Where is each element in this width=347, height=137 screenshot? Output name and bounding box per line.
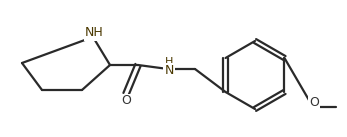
Text: N: N [164, 64, 174, 76]
Text: O: O [309, 96, 319, 109]
Text: H: H [165, 57, 173, 67]
Text: NH: NH [85, 26, 103, 39]
Text: O: O [121, 95, 131, 108]
